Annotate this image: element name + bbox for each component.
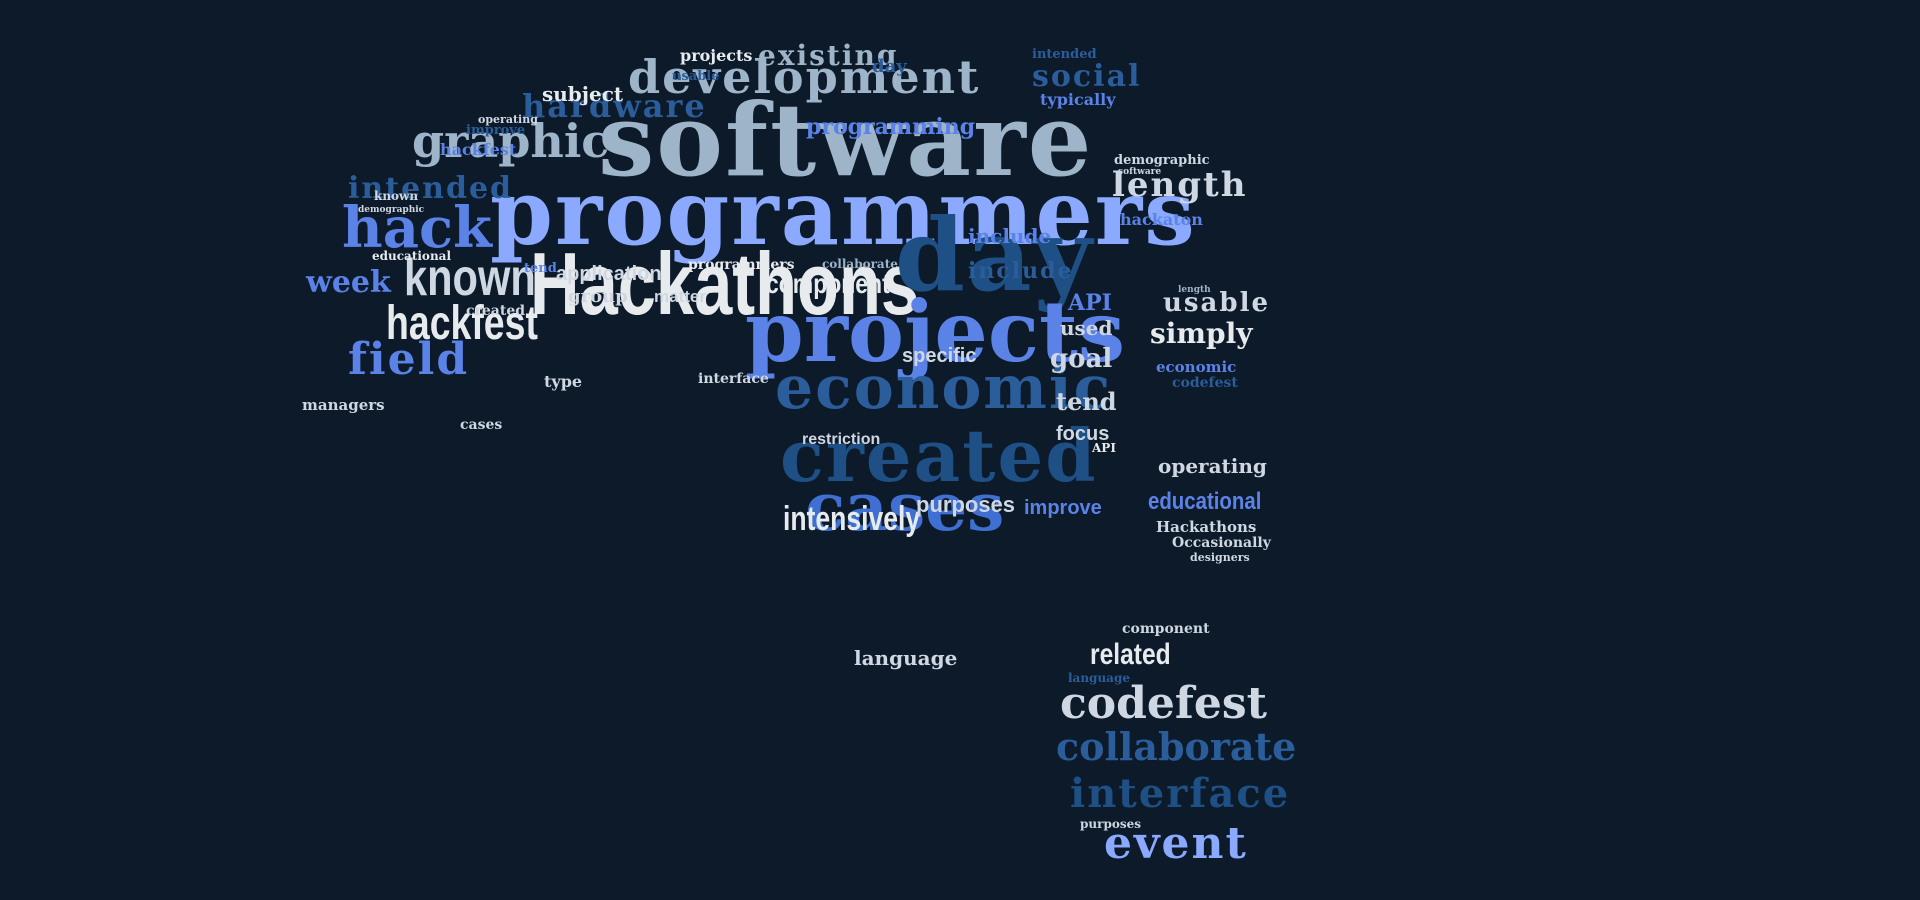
word: component [766,268,890,299]
word: economic [1156,358,1237,376]
word: Hackathons [530,234,920,333]
word: cases [460,417,503,433]
word: purposes [916,492,1016,517]
word: interface [1070,770,1291,817]
word: managers [302,396,385,414]
word: known [374,189,419,203]
word: focus [1056,423,1110,445]
word: hack [342,195,492,261]
word: operating [1158,454,1267,478]
word: intensively [783,500,921,538]
word: week [306,265,391,300]
word: event [1104,818,1248,869]
word: restriction [802,431,881,448]
word: simply [1150,317,1253,350]
word: specific [902,345,977,367]
word: Hackathons [1156,518,1257,536]
word: programmers [490,160,1197,266]
word: created [466,303,526,319]
word: length [1178,285,1211,295]
word: improve [1024,497,1102,519]
word: codefest [1172,375,1238,391]
word: educational [1148,488,1262,515]
word: day [872,56,907,77]
word: educational [372,249,451,263]
word: software [598,81,1094,199]
word: existing [758,39,899,72]
word: operating [478,113,538,126]
word: economic [775,353,1113,423]
word: goal [1050,344,1113,374]
word: hackfest [386,297,538,350]
word: include [968,224,1052,248]
word: day [895,196,1094,314]
word: programming [806,114,976,140]
word: hardware [522,87,707,125]
word: tend [1056,387,1117,416]
word: component [1122,621,1210,637]
word: field [348,334,470,385]
word: API [1068,290,1112,316]
word: created [780,413,1098,498]
word: improve [466,123,526,138]
word: intended [348,171,514,206]
word: intended [1032,47,1097,62]
word: designers [1190,551,1250,564]
word: language [854,646,958,670]
word: development [628,50,981,104]
word: known [404,249,536,307]
word: length [1112,165,1248,205]
word: software [1118,167,1162,177]
word: typically [1040,90,1116,109]
word: collaborate [1056,724,1297,769]
word: language [1068,671,1130,685]
word: tend [524,261,557,276]
word: application [556,263,662,285]
word: projects [745,282,1126,381]
word: type [544,372,583,391]
word: demographic [358,205,425,215]
word: codefest [1060,678,1267,729]
word: include [968,258,1074,284]
word: graphic [412,114,610,168]
word: collaborate [822,257,898,271]
word: programmers [688,257,795,273]
word: used [1060,316,1113,340]
word: cases [805,468,1005,546]
word: API [1092,441,1116,455]
word: purposes [1080,817,1141,831]
word: group [568,286,628,307]
word: projects [680,46,753,65]
word: hackaton [1120,210,1203,229]
word: matter [654,287,706,306]
word: related [1090,638,1171,671]
word: subject [542,82,624,106]
word: interface [698,371,769,387]
word: demographic [1114,153,1210,168]
word: usable [672,69,720,84]
word: Occasionally [1172,535,1271,551]
word: hackfest [440,140,517,159]
word: usable [1163,288,1270,318]
word: social [1032,59,1142,94]
